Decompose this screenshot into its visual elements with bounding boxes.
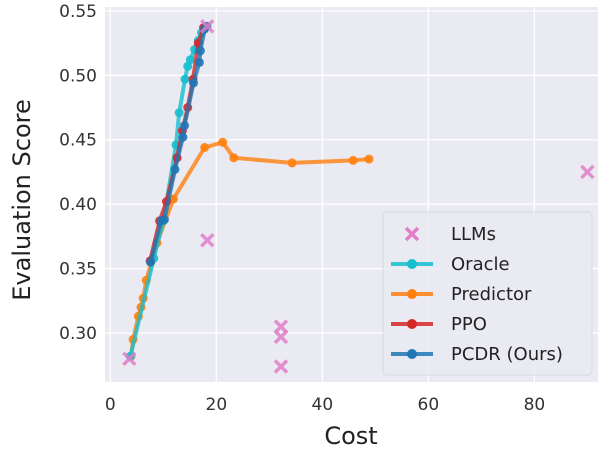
data-point-predictor <box>364 154 374 164</box>
data-point-predictor <box>200 143 210 152</box>
legend-box <box>382 211 593 376</box>
data-point-oracle <box>180 74 190 84</box>
data-point-oracle <box>174 108 184 118</box>
x-tick-label: 60 <box>418 395 440 415</box>
x-tick-label: 20 <box>206 395 228 415</box>
llm-scatter <box>122 19 595 374</box>
data-point-pcdr-ours <box>194 57 204 67</box>
legend-item-ppo: PPO <box>391 314 487 335</box>
legend-dot-ppo <box>407 319 417 329</box>
data-point-pcdr-ours <box>195 46 205 56</box>
data-point-oracle <box>185 55 195 65</box>
data-point-pcdr-ours <box>189 78 198 88</box>
y-tick-label: 0.55 <box>59 2 97 22</box>
data-point-pcdr-ours <box>180 121 189 131</box>
legend-dot-oracle <box>407 259 417 269</box>
x-tick-label: 80 <box>524 395 546 415</box>
data-point-pcdr-ours <box>170 164 180 174</box>
data-point-pcdr-ours <box>146 257 156 267</box>
legend-item-llms: LLMs <box>404 224 496 245</box>
llm-point <box>273 329 289 345</box>
data-point-pcdr-ours <box>159 215 169 225</box>
grid <box>105 7 598 382</box>
legend-label-oracle: Oracle <box>451 254 510 275</box>
y-tick-label: 0.30 <box>59 324 97 344</box>
legend-marker-llms <box>404 226 420 242</box>
x-tick-label: 40 <box>312 395 334 415</box>
y-tick-label: 0.40 <box>59 195 97 215</box>
legend-label-llms: LLMs <box>451 224 496 245</box>
llm-point <box>122 351 137 367</box>
y-axis-label: Evaluation Score <box>8 99 36 300</box>
legend-dot-pcdr <box>407 349 417 359</box>
data-point-pcdr-ours <box>178 132 188 142</box>
y-tick-label: 0.35 <box>59 260 97 280</box>
data-point-predictor <box>218 137 228 147</box>
legend-item-predictor: Predictor <box>391 284 532 305</box>
legend-label-predictor: Predictor <box>451 284 532 305</box>
llm-point <box>580 164 595 180</box>
y-tick-labels: 0.30 0.35 0.40 0.45 0.50 0.55 <box>59 2 97 344</box>
llm-point <box>200 19 215 34</box>
data-point-predictor <box>287 158 297 168</box>
legend-dot-predictor <box>407 289 417 299</box>
y-tick-label: 0.50 <box>59 66 97 86</box>
llm-point <box>273 359 289 374</box>
x-tick-label: 0 <box>105 395 116 415</box>
data-point-predictor <box>348 155 358 165</box>
legend-label-pcdr: PCDR (Ours) <box>451 344 563 365</box>
legend: LLMs Oracle Predictor PPO PCDR (Ours) <box>382 211 593 376</box>
legend-label-ppo: PPO <box>451 314 487 335</box>
x-axis-label: Cost <box>324 422 377 450</box>
x-tick-labels: 0 20 40 60 80 <box>105 395 545 415</box>
data-point-predictor <box>229 153 239 163</box>
legend-item-oracle: Oracle <box>391 254 510 275</box>
llm-point <box>200 233 215 248</box>
y-tick-label: 0.45 <box>59 131 97 151</box>
legend-item-pcdr: PCDR (Ours) <box>391 344 563 365</box>
